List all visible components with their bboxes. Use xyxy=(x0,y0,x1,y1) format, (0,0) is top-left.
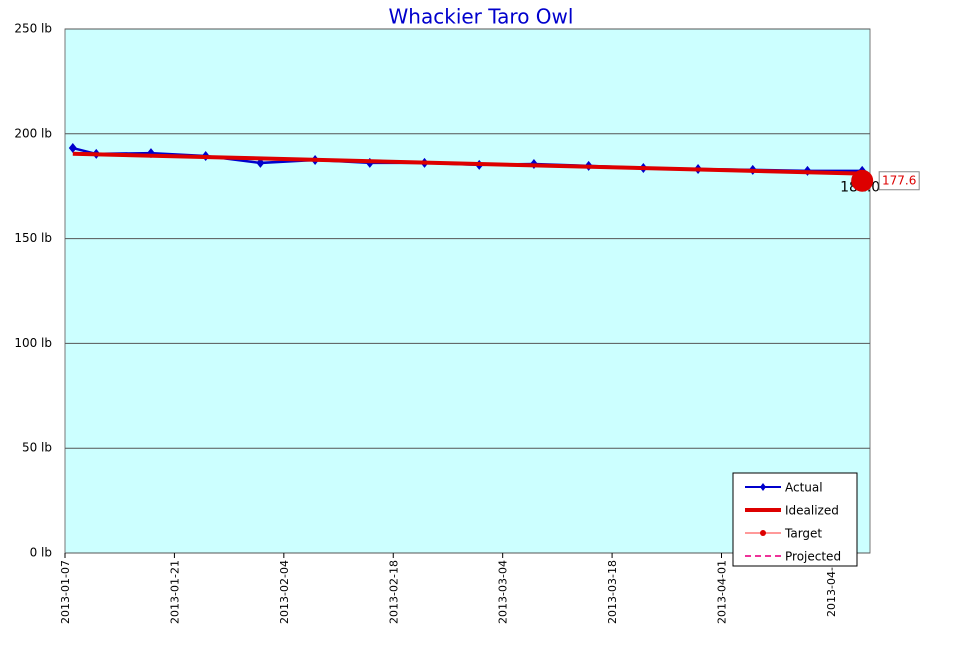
marker xyxy=(68,143,77,154)
y-tick-label: 150 lb xyxy=(14,231,52,245)
x-tick-label: 2013-01-21 xyxy=(168,560,181,624)
legend-label: Projected xyxy=(785,550,841,564)
x-tick-label: 2013-04-01 xyxy=(716,560,729,624)
y-tick-label: 0 lb xyxy=(30,546,52,560)
y-tick-label: 100 lb xyxy=(14,336,52,350)
x-tick-label: 2013-01-07 xyxy=(59,560,72,624)
y-tick-label: 50 lb xyxy=(22,441,52,455)
legend-label: Idealized xyxy=(785,504,839,518)
legend-marker xyxy=(760,530,766,536)
target-label: 177.6 xyxy=(882,173,916,187)
target-marker xyxy=(851,169,874,192)
label-box xyxy=(878,171,920,191)
legend xyxy=(732,472,858,567)
x-tick-label: 2013-02-18 xyxy=(387,560,400,624)
legend-label: Target xyxy=(784,527,822,541)
y-tick-label: 200 lb xyxy=(14,126,52,140)
legend-marker xyxy=(760,483,766,491)
x-tick-label: 2013-02-04 xyxy=(278,560,291,624)
plot-area xyxy=(64,28,871,554)
legend-label: Actual xyxy=(785,481,823,495)
series-line xyxy=(72,151,863,176)
y-tick-label: 250 lb xyxy=(14,22,52,36)
x-tick-label: 2013-03-04 xyxy=(497,560,510,624)
x-tick-label: 2013-03-18 xyxy=(606,560,619,624)
chart-title: Whackier Taro Owl xyxy=(389,5,574,29)
x-tick-label: 2013-04-1 xyxy=(825,560,838,617)
